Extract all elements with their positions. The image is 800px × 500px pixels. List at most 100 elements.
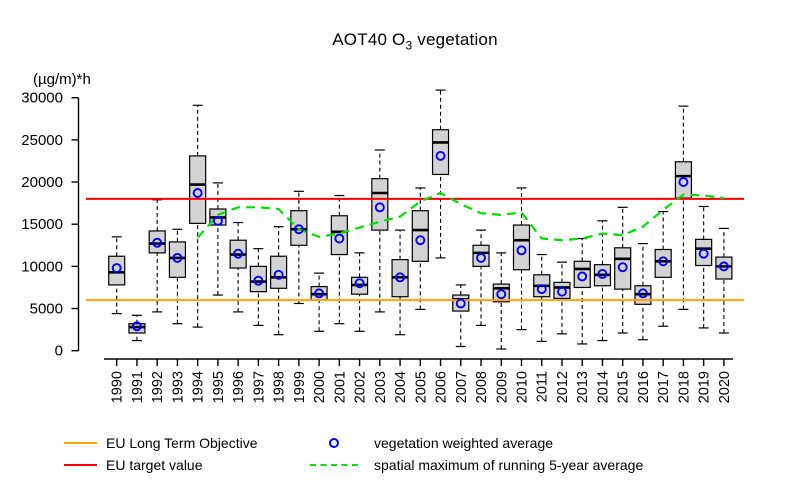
iqr-box — [270, 255, 288, 289]
weighted-avg-point-2013 — [577, 271, 588, 282]
boxplot-2011 — [533, 253, 551, 343]
weighted-avg-point-2009 — [496, 289, 507, 300]
x-tick-label-2014: 2014 — [595, 371, 611, 403]
weighted-avg-point-1990 — [111, 263, 122, 274]
weighted-avg-point-1997 — [253, 275, 264, 286]
x-tick-label-1999: 1999 — [292, 371, 308, 403]
boxplot-2010 — [512, 187, 531, 331]
boxplot-2008 — [472, 229, 490, 327]
x-tick-label-2000: 2000 — [312, 371, 328, 403]
running-5yr-max-line — [196, 191, 725, 242]
legend-item-eu-target-value: EU target value — [64, 456, 203, 474]
boxplot-1993 — [168, 228, 187, 325]
weighted-avg-point-1998 — [273, 269, 284, 280]
weighted-avg-point-1991 — [131, 321, 142, 332]
weighted-avg-point-2012 — [557, 286, 567, 297]
blue-circle-swatch-icon — [310, 438, 358, 448]
boxplot-2003 — [371, 149, 389, 313]
weighted-avg-point-1995 — [212, 215, 223, 226]
y-axis-unit-label: (µg/m)*h — [33, 71, 91, 88]
iqr-box — [695, 238, 713, 267]
chart-title-subscript: 3 — [405, 38, 413, 53]
y-tick-label: 15000 — [21, 216, 63, 233]
y-tick-label: 30000 — [21, 90, 63, 107]
x-tick-label-1995: 1995 — [211, 371, 227, 403]
x-tick-label-2015: 2015 — [616, 371, 632, 403]
y-axis: 0 5000 10000 15000 20000 25000 30000 — [21, 90, 80, 360]
legend-label: spatial maximum of running 5-year averag… — [374, 457, 644, 473]
x-tick-label-2009: 2009 — [494, 371, 510, 403]
boxplot-1998 — [270, 226, 288, 336]
x-tick-label-2006: 2006 — [434, 371, 450, 403]
x-tick-label-2013: 2013 — [575, 371, 591, 403]
weighted-avg-point-2011 — [536, 284, 547, 295]
legend-item-eu-long-term-objective: EU Long Term Objective — [64, 434, 257, 452]
weighted-avg-point-2004 — [395, 272, 406, 283]
boxplot-2007 — [452, 284, 470, 348]
boxplot-2012 — [553, 261, 571, 335]
x-tick-label-1992: 1992 — [150, 371, 166, 403]
iqr-box — [452, 294, 470, 312]
red-line-swatch-icon — [64, 464, 97, 466]
legend-label: EU Long Term Objective — [106, 435, 258, 451]
x-tick-label-1996: 1996 — [231, 371, 247, 403]
iqr-box — [249, 265, 267, 293]
boxplot-2002 — [350, 252, 369, 332]
weighted-avg-point-2001 — [334, 233, 345, 244]
weighted-avg-point-1993 — [172, 252, 183, 263]
weighted-avg-point-2006 — [435, 150, 446, 161]
orange-line-swatch-icon — [64, 442, 97, 444]
weighted-avg-point-2014 — [597, 269, 608, 279]
iqr-box — [168, 241, 187, 278]
legend-item-vegetation-weighted-average: vegetation weighted average — [310, 434, 553, 452]
x-tick-label-2008: 2008 — [474, 371, 490, 403]
iqr-box — [371, 178, 389, 231]
x-axis: 1990 1991 1992 1993 1994 1995 1996 1997 1998 1999… — [104, 358, 733, 403]
weighted-avg-point-2005 — [415, 235, 426, 246]
iqr-box — [472, 244, 490, 267]
legend-item-spatial-maximum: spatial maximum of running 5-year averag… — [310, 456, 643, 474]
weighted-avg-point-2003 — [374, 202, 385, 213]
y-tick-label: 5000 — [30, 301, 63, 318]
weighted-avg-point-2010 — [516, 245, 527, 256]
boxplot-2001 — [330, 194, 348, 325]
boxplot-1996 — [229, 221, 247, 313]
y-tick-label: 20000 — [21, 174, 63, 191]
boxplot-1992 — [148, 199, 166, 313]
weighted-avg-point-2020 — [718, 261, 729, 272]
weighted-avg-point-2015 — [617, 262, 628, 273]
green-dashed-line-swatch-icon — [310, 464, 358, 466]
x-tick-label-2010: 2010 — [515, 371, 531, 403]
x-tick-label-1997: 1997 — [251, 371, 267, 403]
boxplot-1997 — [249, 248, 267, 327]
x-tick-label-2017: 2017 — [656, 371, 672, 403]
iqr-box — [674, 161, 693, 199]
x-tick-label-1998: 1998 — [272, 371, 288, 403]
weighted-avg-point-2017 — [658, 256, 669, 267]
x-tick-label-2016: 2016 — [636, 371, 652, 403]
x-tick-label-2012: 2012 — [555, 371, 571, 403]
y-tick-label: 25000 — [21, 132, 63, 149]
iqr-box — [148, 230, 166, 254]
chart-title: AOT40 O3 vegetation — [332, 30, 497, 52]
weighted-avg-point-2007 — [455, 298, 466, 309]
boxplot-2019 — [695, 205, 713, 329]
boxplot-2009 — [492, 252, 510, 350]
blue-circle-glyph — [329, 438, 339, 448]
x-tick-label-1991: 1991 — [130, 371, 146, 403]
x-tick-label-2004: 2004 — [393, 371, 409, 403]
boxplot-2000 — [310, 272, 328, 332]
weighted-avg-point-1996 — [233, 248, 244, 259]
legend-label: EU target value — [106, 457, 203, 473]
boxplot-1999 — [290, 190, 308, 305]
iqr-box — [573, 260, 591, 289]
iqr-box — [512, 224, 531, 271]
x-tick-label-2002: 2002 — [353, 371, 369, 403]
iqr-box — [715, 256, 733, 280]
x-tick-label-2011: 2011 — [535, 371, 551, 402]
boxplot-2004 — [391, 229, 409, 336]
chart-title-part1: AOT40 O — [332, 30, 406, 49]
weighted-avg-point-2016 — [637, 288, 648, 299]
x-tick-label-2020: 2020 — [717, 371, 733, 403]
